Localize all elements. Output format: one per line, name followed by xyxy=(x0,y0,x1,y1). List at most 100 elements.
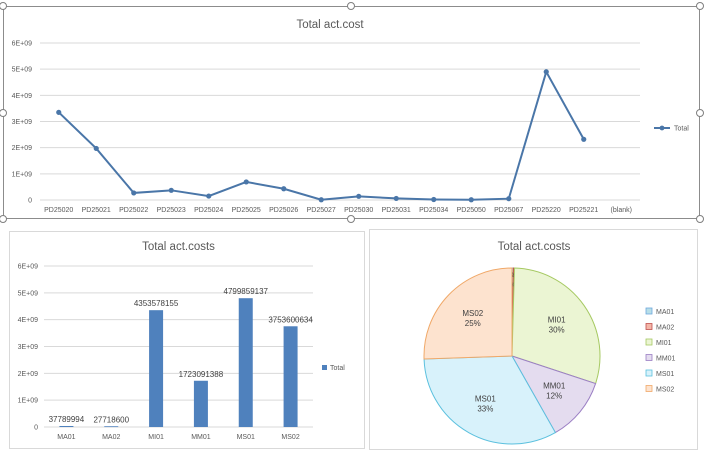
legend-label: MA01 xyxy=(656,309,674,316)
resize-handle-middle-right[interactable] xyxy=(696,109,704,117)
pie-label-pct: 12% xyxy=(546,392,562,401)
x-tick-label: PD25021 xyxy=(82,207,111,214)
resize-handle-top-left[interactable] xyxy=(0,2,7,10)
y-tick-label: 1E+09 xyxy=(18,398,39,405)
legend-marker-point xyxy=(659,125,665,131)
x-tick-label: PD25030 xyxy=(344,207,373,214)
data-label: 3753600634 xyxy=(268,315,313,324)
data-point xyxy=(168,187,174,193)
data-point xyxy=(206,193,212,199)
x-tick-label: PD25020 xyxy=(44,207,73,214)
x-tick-label: PD25034 xyxy=(419,207,448,214)
data-point xyxy=(56,109,62,115)
x-tick-label: MI01 xyxy=(148,434,164,441)
resize-handle-bottom-left[interactable] xyxy=(0,215,7,223)
y-tick-label: 6E+09 xyxy=(12,41,33,48)
legend-marker xyxy=(645,307,653,315)
legend-label: Total xyxy=(330,365,345,372)
x-tick-label: PD25220 xyxy=(532,207,561,214)
y-tick-label: 4E+09 xyxy=(12,93,33,100)
y-tick-label: 0 xyxy=(34,425,38,432)
data-point xyxy=(506,196,512,202)
x-tick-label: MS02 xyxy=(281,434,299,441)
pie-label-name: MI01 xyxy=(548,316,566,325)
legend-marker xyxy=(645,369,653,377)
data-point xyxy=(431,196,437,203)
x-tick-label: PD25031 xyxy=(382,207,411,214)
pie-label-pct: 33% xyxy=(477,405,493,414)
y-tick-label: 1E+09 xyxy=(12,171,33,178)
x-tick-label: MA02 xyxy=(102,434,120,441)
legend-marker xyxy=(645,385,653,392)
y-tick-label: 3E+09 xyxy=(12,119,33,126)
y-tick-label: 2E+09 xyxy=(18,371,39,378)
pie-label-name: MM01 xyxy=(543,382,566,391)
data-point xyxy=(581,136,587,142)
x-tick-label: PD25023 xyxy=(157,207,186,214)
data-point xyxy=(393,195,399,202)
legend-marker xyxy=(645,354,653,361)
resize-handle-top-right[interactable] xyxy=(696,2,704,10)
line-chart-total-act-cost[interactable]: Total act.cost 0 1E+09 2E+09 3E+09 4E+09 5E+09… xyxy=(3,6,700,219)
data-label: 4799859137 xyxy=(224,287,269,296)
data-label: 4353578155 xyxy=(134,299,179,308)
data-point xyxy=(243,179,249,185)
legend-label: MS01 xyxy=(656,371,674,378)
bar xyxy=(104,426,119,428)
legend-label: MM01 xyxy=(656,356,676,363)
pie-slice-ms01 xyxy=(423,355,557,445)
x-tick-label: PD25024 xyxy=(194,207,223,214)
pie-chart-total-act-costs[interactable]: Total act.costsMA010%MA020%MI0130%MM0112… xyxy=(369,229,698,450)
resize-handle-bottom-right[interactable] xyxy=(696,215,704,223)
y-tick-label: 0 xyxy=(28,198,32,205)
chart-title: Total act.costs xyxy=(498,241,571,253)
y-tick-label: 5E+09 xyxy=(12,67,33,74)
line-chart-svg: Total act.cost 0 1E+09 2E+09 3E+09 4E+09 5E+09… xyxy=(12,19,690,214)
pie-label-pct: 30% xyxy=(549,326,565,335)
series-line-total xyxy=(58,69,585,201)
x-tick-label: MS01 xyxy=(237,434,255,441)
legend-label: MS02 xyxy=(656,387,674,394)
data-point xyxy=(131,190,137,196)
pie-slice-mi01 xyxy=(511,267,601,385)
data-point xyxy=(543,69,549,75)
x-tick-label: PD25025 xyxy=(232,207,261,214)
resize-handle-top-middle[interactable] xyxy=(347,2,355,10)
data-label: 37789994 xyxy=(49,415,85,424)
y-tick-label: 6E+09 xyxy=(18,264,39,271)
resize-handle-middle-left[interactable] xyxy=(0,109,7,117)
chart-title: Total act.costs xyxy=(142,241,215,253)
x-tick-label: PD25026 xyxy=(269,207,298,214)
x-tick-label: MM01 xyxy=(191,434,211,441)
bar xyxy=(59,425,74,427)
pie-label-name: MS01 xyxy=(475,395,496,404)
pie-label-pct: 25% xyxy=(465,319,481,328)
bar xyxy=(193,380,208,427)
x-tick-label: PD25067 xyxy=(494,207,523,214)
legend-marker xyxy=(645,323,653,330)
x-tick-label: (blank) xyxy=(611,207,632,214)
legend-marker xyxy=(322,365,327,370)
y-tick-label: 3E+09 xyxy=(18,344,39,351)
resize-handle-bottom-middle[interactable] xyxy=(347,215,355,223)
data-point xyxy=(281,186,287,192)
legend-marker xyxy=(645,338,653,346)
pie-label-pct: 0% xyxy=(507,281,519,290)
pie-chart-svg: Total act.costsMA010%MA020%MI0130%MM0112… xyxy=(423,241,676,445)
bar xyxy=(238,298,253,427)
bar-chart-total-act-costs[interactable]: Total act.costs 0 1E+09 2E+09 3E+09 4E+09 5E+0… xyxy=(9,231,365,449)
chart-title: Total act.cost xyxy=(296,19,364,31)
pie-label-name: MS02 xyxy=(462,309,483,318)
bar xyxy=(283,326,298,427)
y-tick-label: 2E+09 xyxy=(12,145,33,152)
data-label: 27718600 xyxy=(93,415,129,424)
legend-label: MA02 xyxy=(656,325,674,332)
x-tick-label: PD25027 xyxy=(307,207,336,214)
y-tick-label: 4E+09 xyxy=(18,317,39,324)
pie-slice-mm01 xyxy=(510,355,597,434)
data-point xyxy=(356,193,362,199)
bar xyxy=(149,310,164,427)
pie-slice-ms02 xyxy=(423,267,513,360)
x-tick-label: PD25221 xyxy=(569,207,598,214)
legend-label: Total xyxy=(674,126,689,133)
